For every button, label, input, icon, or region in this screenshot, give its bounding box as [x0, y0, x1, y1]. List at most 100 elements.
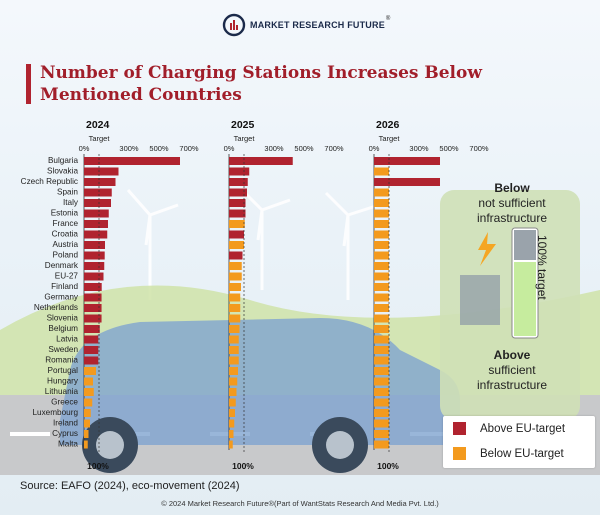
bar-2024-germany: [84, 293, 102, 302]
country-label: Sweden: [48, 345, 78, 354]
bar-2026-croatia: [374, 230, 389, 239]
bar-2026-france: [374, 220, 389, 228]
bar-2024-latvia: [84, 335, 99, 344]
country-label: Bulgaria: [48, 156, 78, 165]
lightning-icon: [478, 232, 496, 266]
bar-2024-romania: [84, 356, 99, 365]
country-label: Slovakia: [47, 167, 78, 176]
brand-logo: MARKET RESEARCH FUTURE ®: [222, 12, 390, 38]
bar-2026-ireland: [374, 419, 389, 428]
bar-2024-bulgaria: [84, 157, 180, 165]
bar-2025-italy: [229, 199, 246, 207]
bar-2025-austria: [229, 241, 244, 249]
chart-title: Number of Charging Stations Increases Be…: [40, 63, 482, 105]
country-label: Malta: [58, 440, 78, 449]
tick-label: 300%: [409, 144, 429, 153]
tick-label: 300%: [119, 144, 139, 153]
bar-2026-cyprus: [374, 430, 389, 438]
bar-2026-czech-republic: [374, 178, 440, 186]
bar-2024-portugal: [84, 367, 96, 375]
legend-item-below: Below EU-target: [453, 447, 564, 460]
country-label: France: [53, 219, 79, 228]
bar-2026-estonia: [374, 209, 389, 218]
country-label: Spain: [57, 188, 78, 197]
country-label: Belgium: [48, 324, 78, 333]
year-label: 2026: [376, 119, 400, 131]
legend-label-below: Below EU-target: [480, 447, 564, 460]
bar-2026-spain: [374, 188, 389, 197]
gauge-side-label: 100% target: [535, 235, 549, 300]
bar-2026-portugal: [374, 367, 389, 375]
charging-station: [440, 190, 580, 420]
brand-registered: ®: [385, 16, 391, 22]
bar-2024-sweden: [84, 346, 99, 354]
tick-label: 700%: [324, 144, 344, 153]
bar-2025-latvia: [229, 335, 239, 344]
bar-2026-hungary: [374, 377, 389, 386]
car: [60, 318, 460, 473]
tick-label: 500%: [294, 144, 314, 153]
bar-2026-italy: [374, 199, 389, 207]
bar-2025-lithuania: [229, 388, 237, 396]
tick-label: Target: [379, 134, 401, 143]
bar-2025-czech-republic: [229, 178, 248, 186]
country-label: Ireland: [53, 419, 78, 428]
bar-2026-denmark: [374, 262, 389, 270]
tick-label: 0%: [369, 144, 380, 153]
tick-label: 500%: [149, 144, 169, 153]
bar-2024-hungary: [84, 377, 93, 386]
country-label: Cyprus: [52, 429, 78, 438]
bar-2025-luxembourg: [229, 409, 235, 417]
country-label: Estonia: [51, 209, 79, 218]
bar-2024-slovenia: [84, 314, 102, 323]
tick-label: 700%: [469, 144, 489, 153]
bar-2025-hungary: [229, 377, 238, 386]
legend: Above EU-target Below EU-target: [443, 416, 595, 468]
country-label: Netherlands: [34, 303, 78, 312]
bar-2025-finland: [229, 283, 241, 291]
bar-2024-malta: [84, 440, 88, 449]
bar-2025-ireland: [229, 419, 235, 428]
bar-2026-slovakia: [374, 167, 389, 176]
country-label: Portugal: [48, 366, 79, 375]
year-label: 2025: [231, 119, 255, 131]
brand-logo-icon: [222, 13, 246, 37]
bar-2025-eu-27: [229, 272, 242, 281]
bar-2024-croatia: [84, 230, 108, 239]
tick-label: 700%: [179, 144, 199, 153]
bar-2025-greece: [229, 398, 236, 407]
bar-2026-netherlands: [374, 304, 389, 312]
bar-2025-belgium: [229, 325, 240, 333]
legend-swatch-above: [453, 422, 466, 435]
legend-item-above: Above EU-target: [453, 422, 565, 435]
tick-label: 0%: [79, 144, 90, 153]
copyright-note: © 2024 Market Research Future®(Part of W…: [161, 499, 439, 508]
wind-turbines: [126, 186, 377, 300]
bar-2024-italy: [84, 199, 111, 207]
bar-2025-cyprus: [229, 430, 234, 438]
country-label: Denmark: [45, 261, 79, 270]
bar-2024-eu-27: [84, 272, 104, 281]
tick-label: Target: [89, 134, 111, 143]
bar-2025-france: [229, 220, 245, 228]
title-accent-bar: [26, 64, 31, 104]
bar-2024-czech-republic: [84, 178, 116, 186]
country-label: Greece: [51, 398, 78, 407]
bar-2024-lithuania: [84, 388, 94, 396]
gauge-bottom-line1: Above: [493, 348, 531, 362]
country-label: Slovenia: [47, 314, 79, 323]
bar-2026-germany: [374, 293, 389, 302]
country-label: Hungary: [47, 377, 79, 386]
bar-2024-denmark: [84, 262, 105, 270]
target-label: 100%: [232, 461, 254, 471]
bar-2024-finland: [84, 283, 102, 291]
year-label: 2024: [86, 119, 110, 131]
bar-2025-bulgaria: [229, 157, 293, 165]
bar-2026-belgium: [374, 325, 389, 333]
bar-2026-austria: [374, 241, 389, 249]
bar-2024-estonia: [84, 209, 109, 218]
bar-2026-malta: [374, 440, 389, 449]
legend-swatch-below: [453, 447, 466, 460]
bar-2025-poland: [229, 251, 243, 260]
